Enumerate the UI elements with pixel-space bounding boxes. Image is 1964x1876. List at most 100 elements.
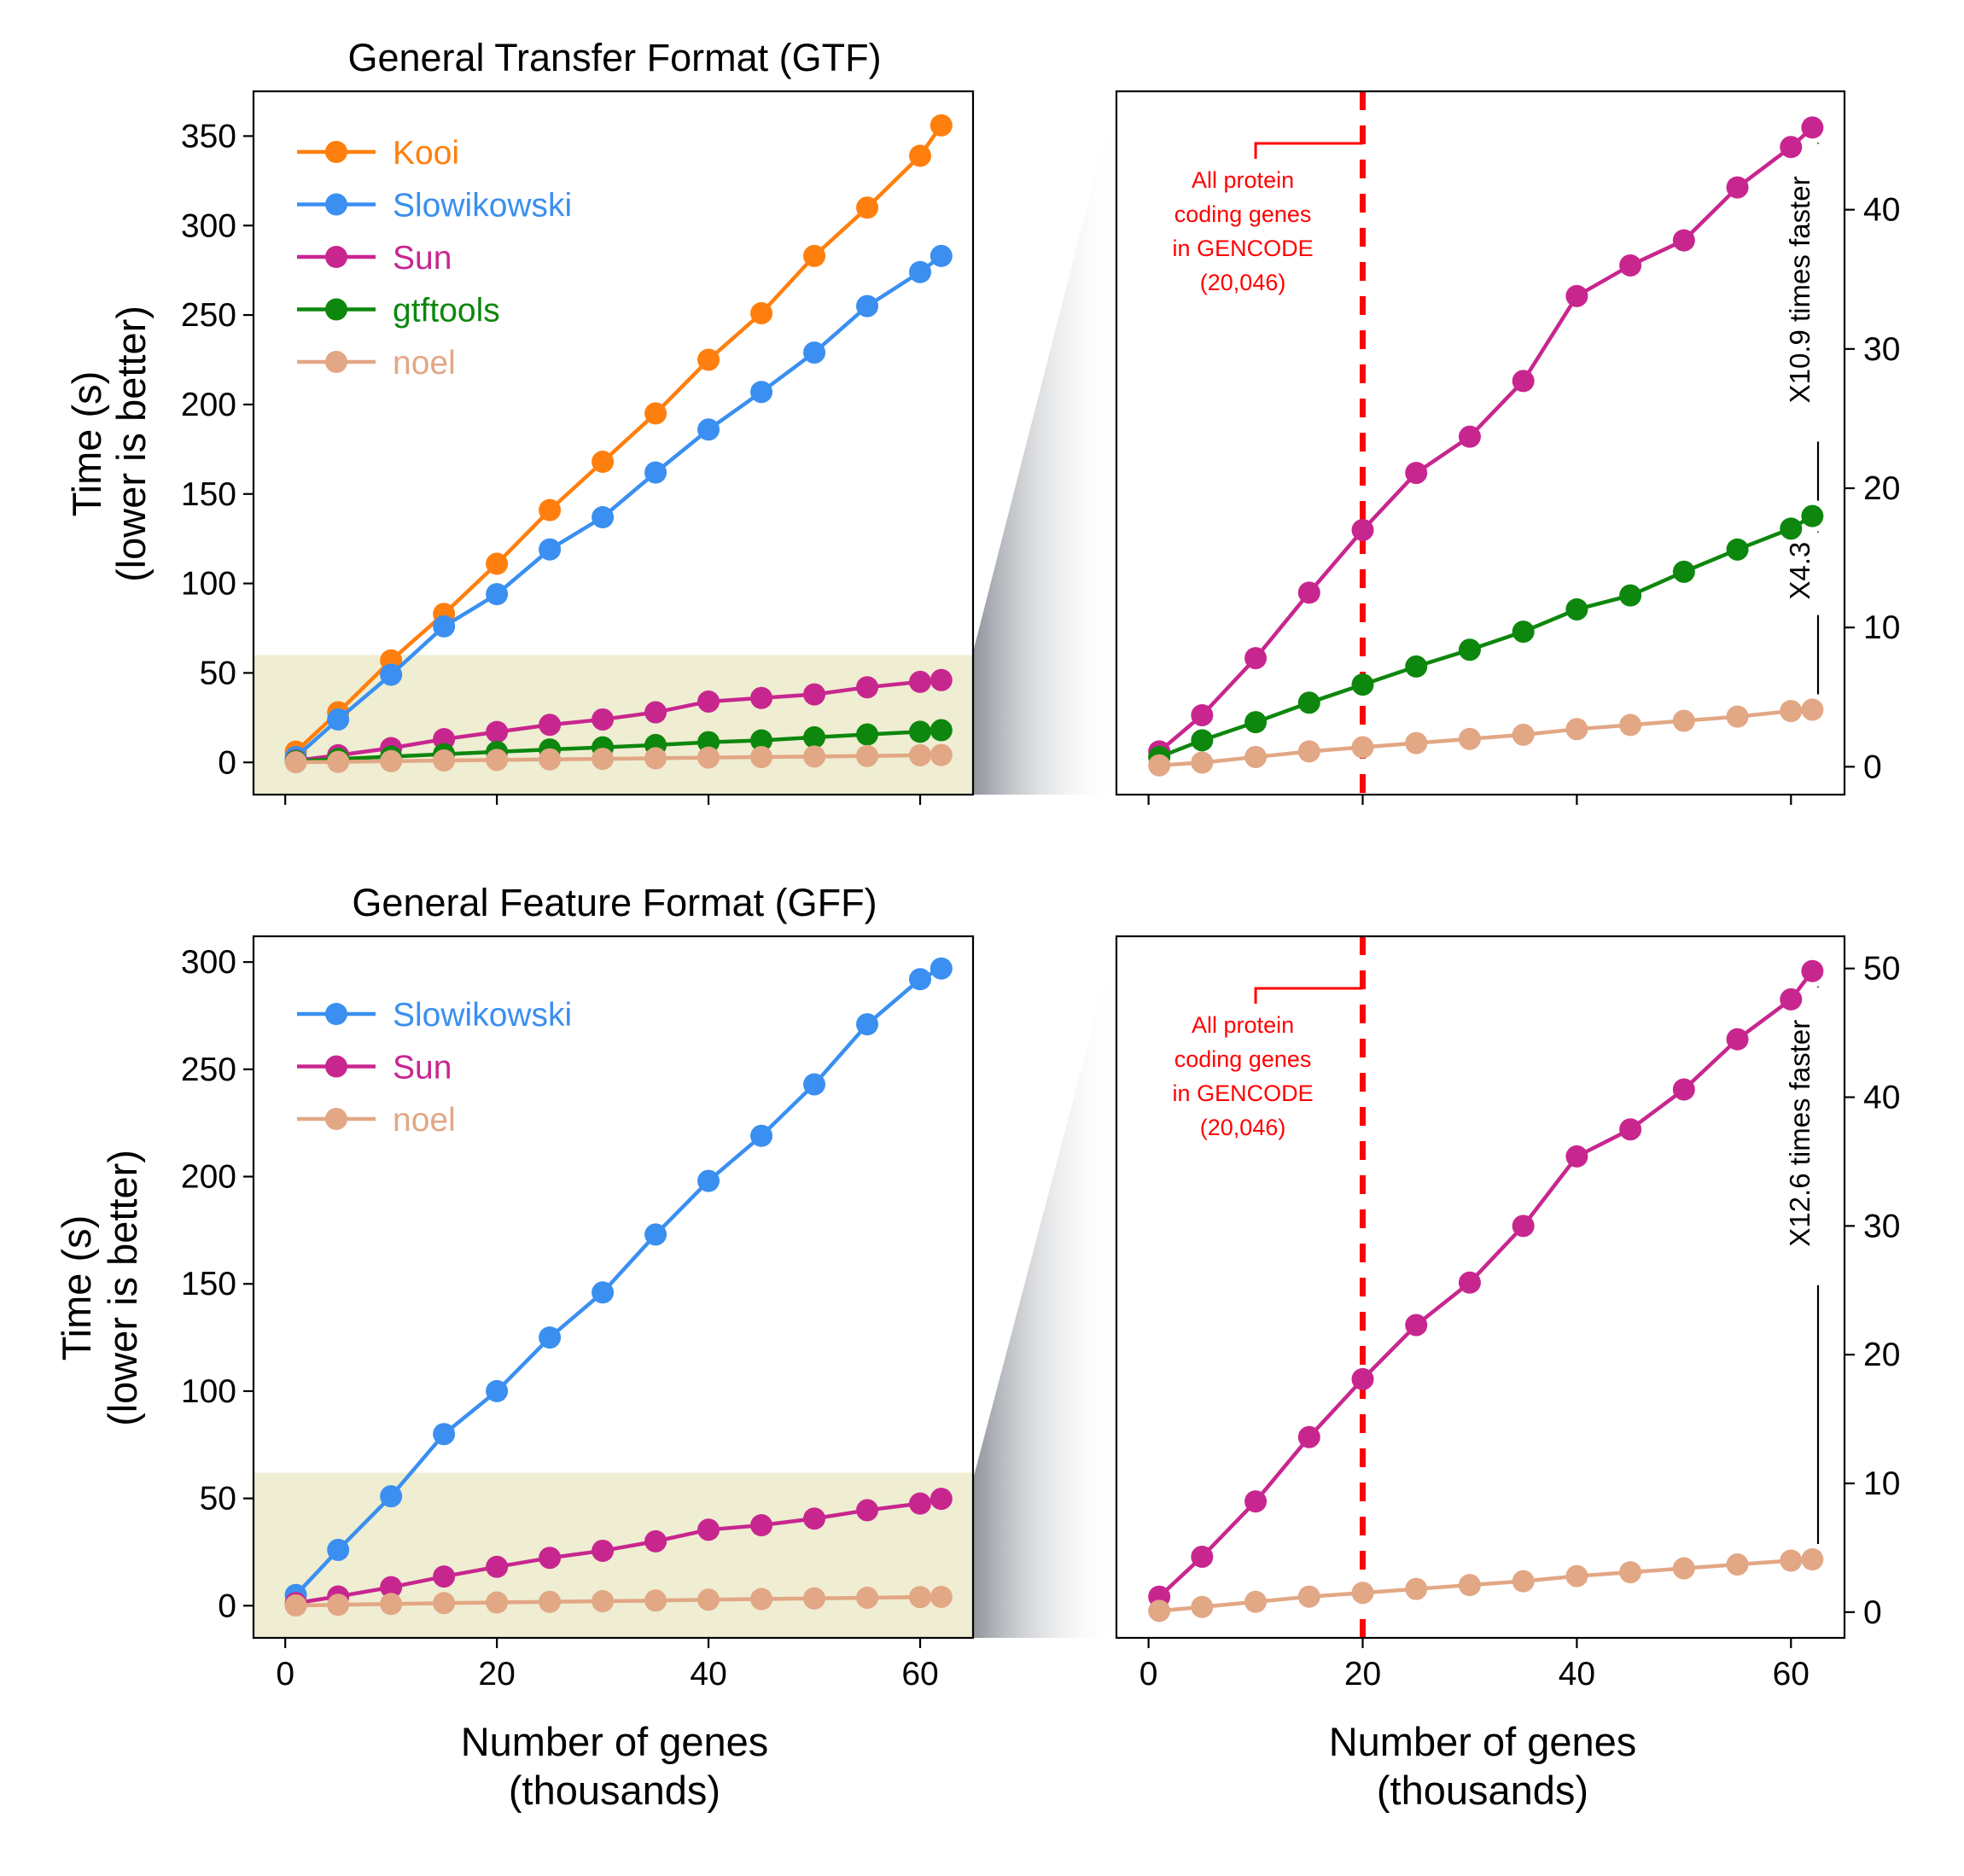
legend-marker-slowikowski (325, 1003, 347, 1025)
data-point-noel (592, 748, 615, 771)
data-point-sun (1512, 370, 1535, 393)
data-point-sun (1458, 425, 1481, 448)
series-line-kooi (294, 124, 943, 754)
series-line-slowikowski (294, 254, 943, 759)
annotation-line4: (20,046) (1200, 1115, 1286, 1140)
data-point-noel (1780, 700, 1803, 723)
data-point-sun (644, 701, 667, 724)
data-point-noel (1672, 1557, 1695, 1580)
annotation-line1: All protein (1192, 167, 1294, 193)
data-point-noel (433, 1592, 456, 1615)
data-point-kooi (930, 114, 953, 137)
data-point-gtftools (697, 731, 720, 754)
data-point-kooi (750, 301, 773, 324)
data-point-noel (1672, 709, 1695, 732)
data-point-noel (1512, 723, 1535, 746)
data-point-sun (1780, 988, 1803, 1011)
y-axis-label: Time (s) (lower is better) (54, 1150, 145, 1426)
panel-title: General Transfer Format (GTF) (347, 36, 881, 79)
data-point-slowikowski (433, 615, 456, 638)
y-axis-label-line2: (lower is better) (100, 1150, 145, 1426)
data-point-slowikowski (380, 663, 403, 686)
data-point-noel (284, 1594, 307, 1617)
data-point-gtftools (1672, 560, 1695, 583)
y-tick-label: 20 (1863, 1337, 1900, 1373)
y-tick-label: 30 (1863, 331, 1900, 368)
x-tick-label: 20 (478, 1656, 515, 1692)
plot-frame (252, 935, 975, 1640)
y-ticks: 0 50 100 150 200 250 300 (181, 944, 254, 1624)
annotation-line4: (20,046) (1200, 270, 1286, 295)
legend-marker-sun (325, 1055, 347, 1078)
data-point-sun (1619, 253, 1642, 277)
data-point-slowikowski (930, 957, 953, 980)
data-point-gtftools (1565, 597, 1588, 620)
data-point-noel (1191, 1595, 1214, 1618)
data-point-noel (486, 749, 509, 772)
y-tick-label: 200 (181, 1159, 236, 1196)
plot-frame (1115, 90, 1846, 796)
data-point-noel (486, 1591, 509, 1614)
data-point-noel (1244, 1590, 1268, 1613)
data-point-slowikowski (539, 1326, 562, 1349)
legend-label-slowikowski: Slowikowski (393, 188, 572, 224)
gencode-annotation: All protein coding genes in GENCODE (20,… (1173, 142, 1363, 295)
annotation-line1: All protein (1192, 1012, 1294, 1038)
data-point-gtftools (1191, 729, 1214, 752)
data-point-noel (1726, 705, 1749, 728)
data-point-sun (1801, 116, 1824, 139)
data-point-noel (1565, 1564, 1588, 1588)
x-axis-label-line2: (thousands) (509, 1768, 720, 1813)
y-tick-label: 0 (1863, 1594, 1882, 1631)
series-line-sun (1157, 970, 1815, 1599)
data-point-sun (1405, 462, 1428, 485)
data-point-sun (1297, 1425, 1320, 1448)
data-point-sun (930, 1488, 953, 1511)
gencode-annotation: All protein coding genes in GENCODE (20,… (1173, 987, 1363, 1140)
data-point-sun (1565, 1145, 1588, 1168)
data-point-sun (1726, 1028, 1749, 1051)
data-point-noel (1191, 751, 1214, 774)
legend-marker-slowikowski (325, 193, 347, 216)
data-point-noel (909, 1586, 932, 1609)
data-point-noel (539, 1590, 562, 1613)
legend-marker-kooi (325, 141, 347, 163)
y-tick-label: 20 (1863, 470, 1900, 507)
data-point-noel (644, 747, 667, 770)
data-point-gtftools (1726, 538, 1749, 561)
panel-title: General Feature Format (GFF) (352, 881, 877, 924)
y-tick-label: 0 (1863, 749, 1882, 785)
legend-label-noel: noel (393, 1102, 456, 1139)
data-point-noel (1351, 736, 1374, 759)
data-point-noel (1297, 740, 1320, 763)
data-point-sun (930, 668, 953, 691)
data-point-noel (750, 745, 773, 768)
data-point-slowikowski (592, 506, 615, 529)
data-point-sun (697, 690, 720, 713)
data-point-gtftools (1297, 691, 1320, 714)
data-point-sun (1297, 581, 1320, 604)
data-point-noel (803, 745, 826, 768)
y-tick-label: 10 (1863, 609, 1900, 646)
x-tick-label: 20 (1344, 1656, 1381, 1692)
data-point-sun (486, 720, 509, 743)
legend-marker-noel (325, 351, 347, 373)
y-tick-label: 0 (218, 744, 236, 781)
y-tick-label: 40 (1863, 192, 1900, 229)
y-tick-label: 100 (181, 1373, 236, 1410)
data-point-noel (380, 749, 403, 772)
data-point-noel (1297, 1585, 1320, 1608)
data-point-sun (486, 1555, 509, 1578)
plot-area (284, 957, 953, 1617)
plot-area (1148, 116, 1824, 777)
data-point-slowikowski (930, 244, 953, 267)
data-point-gtftools (1512, 620, 1535, 644)
plot-area (1148, 959, 1824, 1623)
data-point-noel (856, 744, 879, 767)
data-point-slowikowski (592, 1281, 615, 1304)
data-point-noel (1405, 1577, 1428, 1600)
legend: Slowikowski Sun noel (297, 997, 572, 1139)
data-point-sun (909, 1492, 932, 1515)
data-point-sun (1565, 284, 1588, 307)
